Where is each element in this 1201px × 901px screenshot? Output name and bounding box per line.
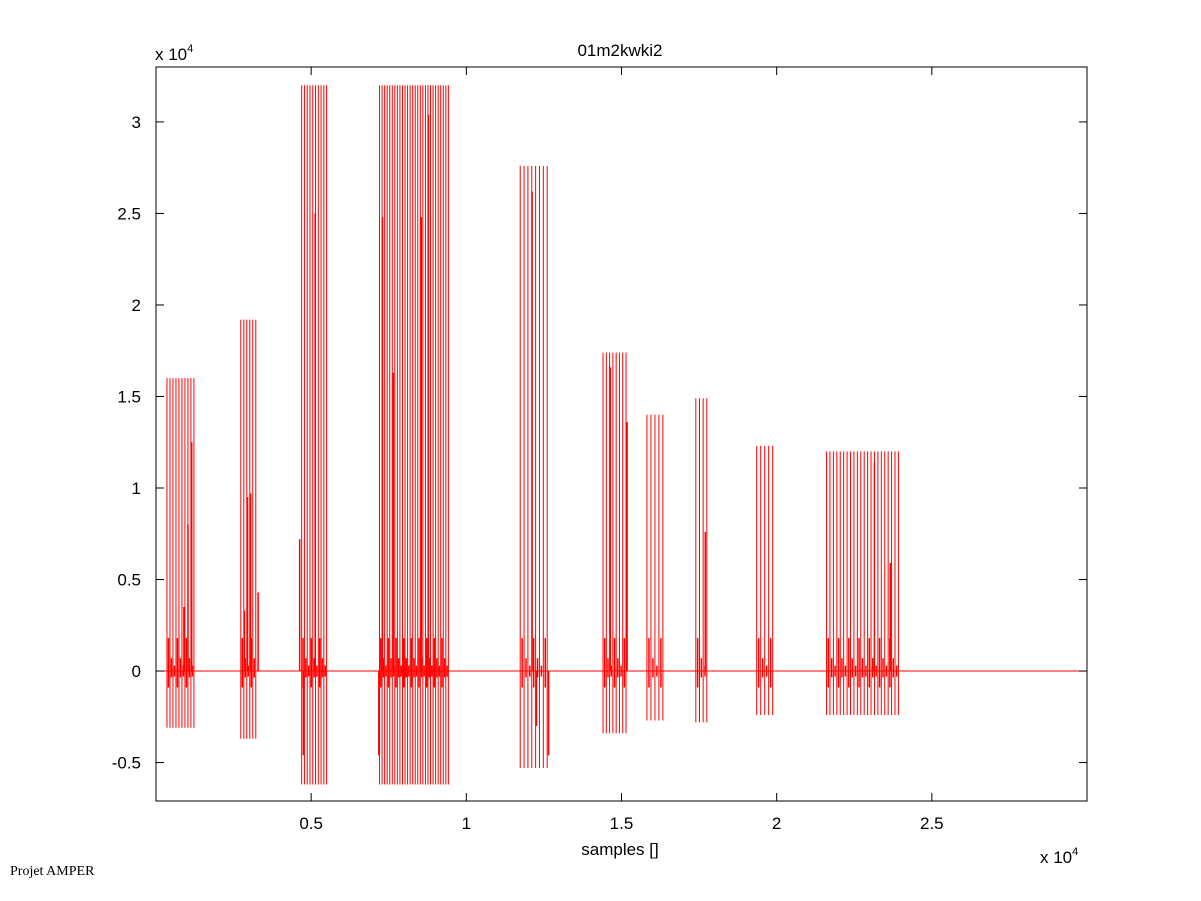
y-tick-label: 3	[132, 113, 141, 132]
y-tick-label: -0.5	[112, 754, 141, 773]
y-tick-label: 2	[132, 296, 141, 315]
x-multiplier: x 104	[1040, 846, 1078, 867]
y-tick-label: 2.5	[117, 204, 141, 223]
signal-series	[156, 85, 1087, 785]
y-tick-label: 1.5	[117, 387, 141, 406]
x-tick-label: 1.5	[610, 814, 634, 833]
plot-area	[156, 67, 1087, 801]
footer-text: Projet AMPER	[10, 864, 95, 879]
axis-ticks: 0.5 1 1.5 2 2.5 -0.5 0 0.5 1 1.5 2 2.5 3	[112, 67, 1087, 833]
x-tick-label: 0.5	[299, 814, 323, 833]
y-multiplier: x 104	[155, 43, 193, 64]
y-tick-label: 1	[132, 479, 141, 498]
chart-title: 01m2kwki2	[577, 41, 662, 60]
y-tick-label: 0.5	[117, 571, 141, 590]
x-tick-label: 2.5	[920, 814, 944, 833]
x-tick-label: 1	[462, 814, 471, 833]
x-tick-label: 2	[772, 814, 781, 833]
x-axis-label: samples []	[581, 840, 658, 859]
y-tick-label: 0	[132, 662, 141, 681]
